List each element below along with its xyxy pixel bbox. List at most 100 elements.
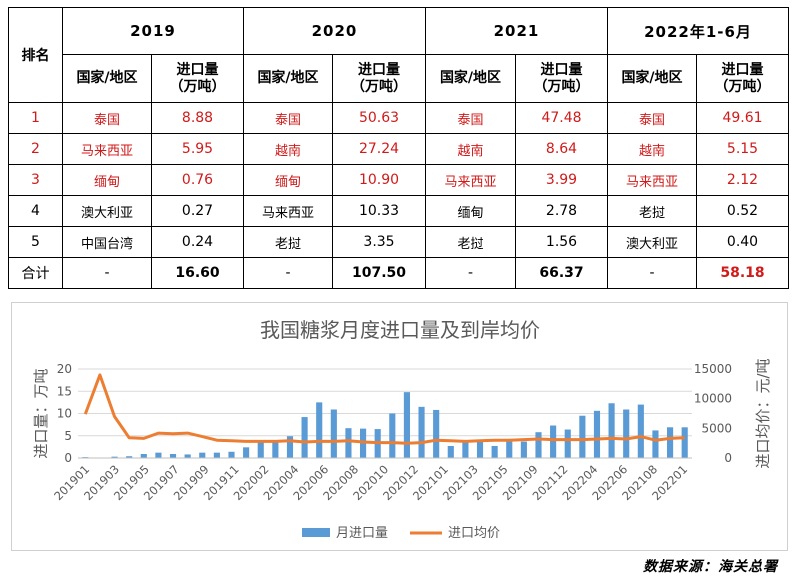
volume-cell: 27.24 [332,133,426,165]
total-volume-cell: 58.18 [695,257,790,289]
bar-mark [213,452,220,458]
y-left-tick-label: 0 [64,451,72,465]
bar-mark [330,409,337,458]
chart-title: 我国糖浆月度进口量及到岸均价 [260,318,540,342]
volume-cell: 47.48 [515,102,608,134]
y-left-tick-label: 20 [57,362,72,376]
volume-cell: 1.56 [515,226,608,258]
volume-cell: 0.52 [695,195,790,227]
volume-cell: 0.27 [151,195,244,227]
y-left-tick-label: 15 [57,384,72,398]
country-cell: 老挝 [607,195,697,227]
legend-label-bar: 月进口量 [336,526,388,541]
bar-mark [433,409,440,458]
country-cell: 澳大利亚 [62,195,152,227]
volume-cell: 49.61 [695,102,790,134]
bar-mark [623,409,630,458]
rank-cell: 3 [8,164,63,196]
bar-mark [316,402,323,458]
volume-cell: 5.95 [151,133,244,165]
chart-container: 我国糖浆月度进口量及到岸均价 0 5 10 15 20 0 5000 10000 15000 进口量… [11,302,788,551]
bar-mark [243,447,250,458]
bar-mark [301,417,308,458]
volume-header-line2: （万吨） [533,78,590,95]
table-row: 3 缅甸 0.76 缅甸 10.90 马来西亚 3.99 马来西亚 2.12 [8,164,790,196]
country-cell: 缅甸 [425,195,516,227]
country-cell: 泰国 [62,102,152,134]
y-left-tick-label: 5 [64,429,72,443]
country-cell: 老挝 [243,226,333,258]
bar-mark [126,456,133,458]
table-row: 4 澳大利亚 0.27 马来西亚 10.33 缅甸 2.78 老挝 0.52 [8,195,790,227]
volume-column-header: 进口量 （万吨） [151,54,244,103]
bar-mark [111,456,118,458]
bar-mark [593,410,601,458]
volume-cell: 8.88 [151,102,244,134]
legend-swatch-bar [302,528,330,537]
country-cell: 泰国 [607,102,697,134]
bar-mark [535,432,542,458]
import-ranking-table: 排名 2019 2020 2021 2022年1-6月 国家/地区 进口量 （万吨）… [8,7,790,289]
volume-header-line2: （万吨） [169,78,226,95]
legend-label-line: 进口均价 [448,526,500,541]
bar-mark [418,406,425,458]
volume-column-header: 进口量 （万吨） [695,54,790,103]
bar-mark [608,403,615,458]
country-cell: 越南 [425,133,516,165]
bar-mark [169,453,177,458]
table-row: 2 马来西亚 5.95 越南 27.24 越南 8.64 越南 5.15 [8,133,790,165]
volume-cell: 8.64 [515,133,608,165]
year-header-2022h1: 2022年1-6月 [606,7,790,55]
bar-mark [228,451,235,458]
country-cell: 缅甸 [62,164,152,196]
bar-mark [403,392,410,458]
total-country-cell: - [62,257,152,289]
rank-header: 排名 [8,7,63,103]
price-line [83,373,685,445]
bar-mark [564,429,571,458]
country-column-header: 国家/地区 [62,54,152,103]
bar-mark [286,436,294,458]
y-right-axis-title: 进口均价：元/吨 [754,358,772,468]
country-cell: 马来西亚 [62,133,152,165]
total-country-cell: - [607,257,697,289]
column-subheader-row: 国家/地区 进口量 （万吨） 国家/地区 进口量 （万吨） 国家/地区 进口量 （万吨） 国家/地… [9,54,790,103]
total-country-cell: - [425,257,516,289]
country-cell: 澳大利亚 [607,226,697,258]
country-cell: 泰国 [243,102,333,134]
volume-cell: 50.63 [332,102,426,134]
bar-mark [199,452,206,458]
bar-mark [652,430,659,458]
volume-cell: 0.76 [151,164,244,196]
volume-column-header: 进口量 （万吨） [515,54,608,103]
volume-column-header: 进口量 （万吨） [332,54,426,103]
country-cell: 越南 [243,133,333,165]
country-column-header: 国家/地区 [607,54,697,103]
volume-cell: 5.15 [695,133,790,165]
country-column-header: 国家/地区 [425,54,516,103]
bar-mark [520,441,527,458]
bar-mark [491,445,498,458]
volume-cell: 0.40 [695,226,790,258]
volume-cell: 10.33 [332,195,426,227]
bar-mark [345,428,352,458]
total-label: 合计 [8,257,63,289]
y-right-tick-label: 0 [724,451,732,465]
y-left-axis-title: 进口量：万吨 [32,368,50,458]
total-volume-cell: 107.50 [332,257,426,289]
total-row: 合计 -16.60-107.50-66.37-58.18 [8,257,790,289]
country-cell: 缅甸 [243,164,333,196]
bar-mark [257,442,264,458]
volume-header-line1: 进口量 [358,61,400,78]
country-cell: 马来西亚 [607,164,697,196]
volume-header-line2: （万吨） [351,78,407,95]
year-header-2020: 2020 [243,7,426,55]
y-left-tick-label: 10 [57,407,72,421]
bar-mark [272,441,279,458]
volume-header-line1: 进口量 [721,61,764,78]
chart-svg: 我国糖浆月度进口量及到岸均价 0 5 10 15 20 0 5000 10000 15000 进口量… [32,318,772,541]
volume-cell: 3.99 [515,164,608,196]
volume-cell: 0.24 [151,226,244,258]
year-header-2021: 2021 [425,7,608,55]
data-source-note: 数据来源：海关总署 [643,559,778,575]
